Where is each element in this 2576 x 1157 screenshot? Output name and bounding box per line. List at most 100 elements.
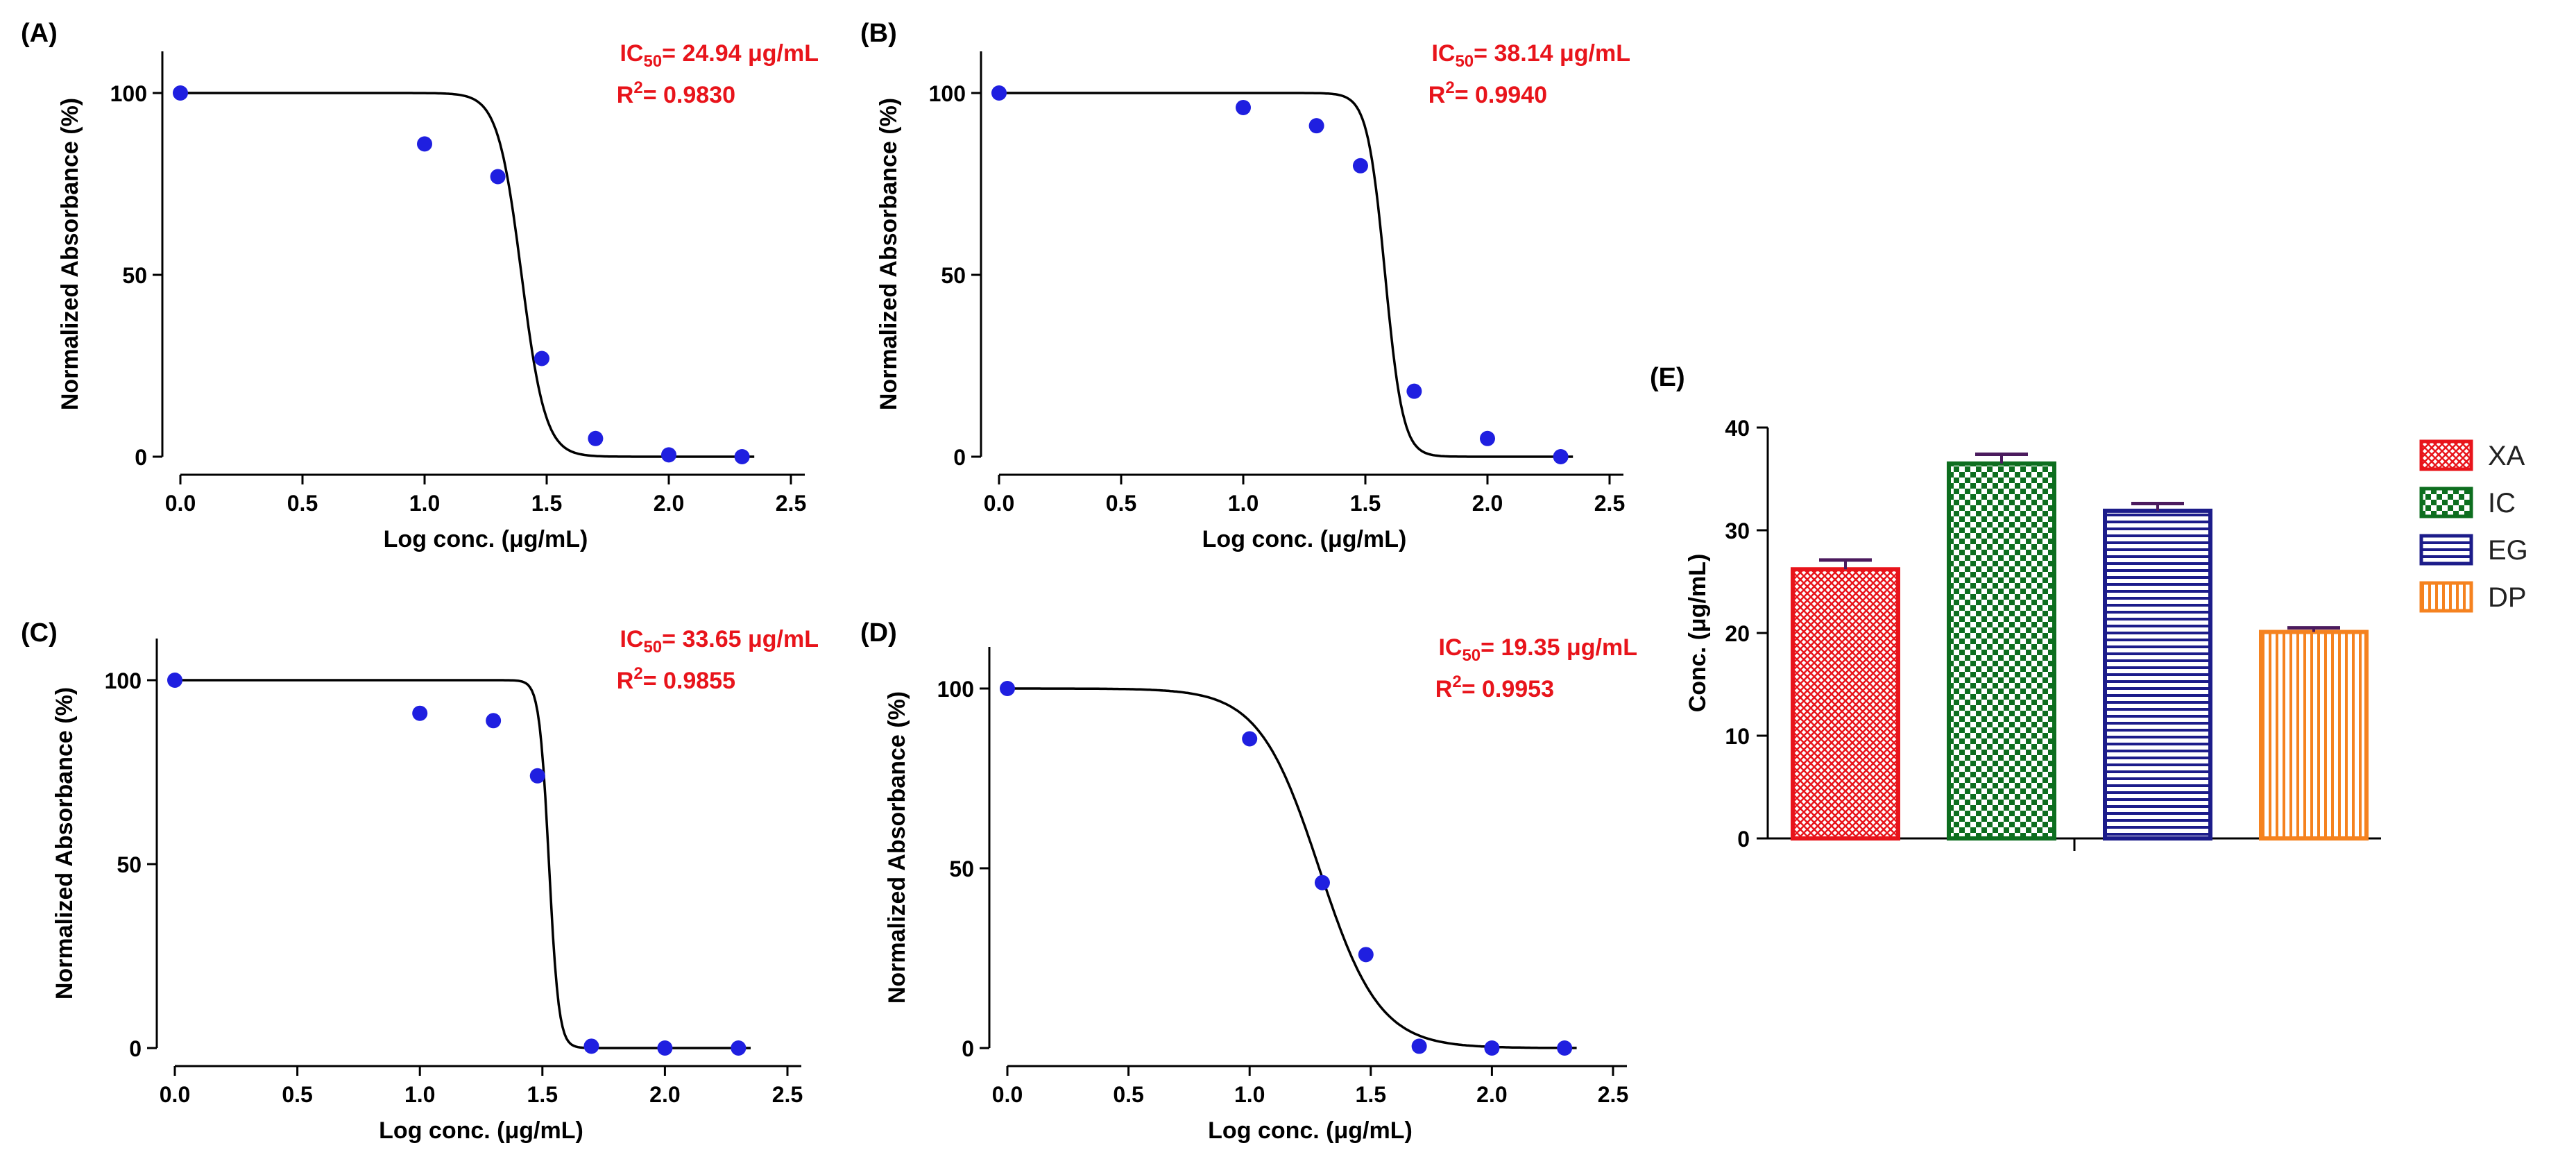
r2-prefix: R: [617, 668, 634, 694]
r2-prefix: R: [617, 82, 634, 108]
y-tick-label: 0: [129, 1036, 142, 1061]
x-tick-label: 1.0: [1228, 491, 1259, 516]
panel-label: (B): [860, 19, 897, 48]
r2-annotation: R2= 0.9953: [1435, 673, 1554, 702]
x-tick-label: 2.5: [1594, 491, 1625, 516]
legend-label-xa: XA: [2488, 441, 2525, 471]
y-tick-label: 100: [929, 81, 966, 106]
r2-value: = 0.9830: [643, 82, 735, 108]
data-point: [1308, 118, 1324, 134]
data-point: [486, 713, 502, 729]
data-point: [1553, 449, 1569, 464]
legend-swatch-ic: [2419, 487, 2473, 518]
y-tick-label: 0: [962, 1036, 974, 1061]
data-point: [1480, 430, 1495, 446]
data-point: [588, 430, 604, 446]
data-point: [412, 705, 428, 721]
ic50-value: = 38.14 μg/mL: [1474, 40, 1630, 67]
y-tick-label: 0: [953, 445, 966, 470]
ic50-subscript: 50: [643, 52, 662, 71]
ic50-value: = 33.65 μg/mL: [662, 626, 819, 652]
ic50-value: = 19.35 μg/mL: [1481, 634, 1637, 661]
panel-e: (E) 0 10 20 30 40 Conc. (μg/mL) XA IC EG DP: [1650, 363, 2528, 852]
y-axis-label: Normalized Absorbance (%): [884, 691, 910, 1004]
ic50-subscript: 50: [1462, 646, 1481, 665]
data-point: [1000, 681, 1015, 696]
data-point: [1557, 1040, 1573, 1056]
panel-a: (A) 0.0 0.5 1.0 1.5 2.0 2.5 0 50 100 Log conc. (μg…: [21, 19, 819, 552]
x-tick-label: 2.0: [649, 1082, 680, 1107]
x-axis-label: Log conc. (μg/mL): [1208, 1117, 1413, 1144]
data-point: [534, 351, 549, 366]
x-tick-label: 1.5: [531, 491, 562, 516]
x-tick-label: 2.5: [772, 1082, 803, 1107]
x-tick-label: 1.0: [404, 1082, 435, 1107]
data-point: [657, 1040, 673, 1056]
x-tick-label: 0.0: [984, 491, 1014, 516]
x-tick-label: 0.5: [287, 491, 318, 516]
x-tick-label: 0.5: [282, 1082, 312, 1107]
r2-annotation: R2= 0.9830: [617, 78, 735, 108]
legend-label-eg: EG: [2488, 535, 2528, 566]
y-tick-label: 100: [937, 677, 974, 702]
y-tick-label: 0: [1737, 827, 1750, 852]
fit-curve: [175, 679, 751, 1049]
x-tick-label: 1.0: [409, 491, 440, 516]
y-tick-label: 50: [949, 856, 974, 881]
r2-superscript: 2: [633, 78, 642, 97]
data-point: [1411, 1038, 1427, 1054]
r2-prefix: R: [1428, 82, 1446, 108]
y-tick-label: 10: [1725, 724, 1750, 749]
ic50-value: = 24.94 μg/mL: [662, 40, 819, 67]
fit-curve: [999, 92, 1573, 458]
ic50-prefix: IC: [1431, 40, 1455, 67]
r2-value: = 0.9855: [643, 668, 735, 694]
r2-superscript: 2: [633, 664, 642, 683]
y-axis-label: Conc. (μg/mL): [1684, 554, 1711, 713]
r2-superscript: 2: [1445, 78, 1454, 97]
panel-label: (E): [1650, 363, 1685, 392]
panel-d: (D) 0.0 0.5 1.0 1.5 2.0 2.5 0 50 100 Log conc. (μg…: [860, 618, 1637, 1144]
panel-label: (D): [860, 618, 897, 648]
data-point: [734, 449, 750, 464]
legend-swatch-eg: [2419, 534, 2473, 566]
ic50-prefix: IC: [620, 40, 643, 67]
ic50-annotation: IC50= 38.14 μg/mL: [1431, 40, 1630, 71]
x-tick-label: 2.0: [1476, 1082, 1507, 1107]
data-point: [583, 1038, 599, 1054]
data-point: [1236, 99, 1251, 115]
panel-c: (C) 0.0 0.5 1.0 1.5 2.0 2.5 0 50 100 Log conc. (μg…: [21, 618, 819, 1144]
ic50-prefix: IC: [1438, 634, 1462, 661]
y-tick-label: 30: [1725, 518, 1750, 543]
r2-value: = 0.9940: [1455, 82, 1547, 108]
data-point: [490, 169, 506, 185]
fit-curve: [1007, 687, 1577, 1049]
y-tick-label: 100: [110, 81, 147, 106]
data-point: [1484, 1040, 1500, 1056]
y-axis-label: Normalized Absorbance (%): [57, 98, 83, 410]
r2-value: = 0.9953: [1462, 676, 1554, 702]
data-point: [661, 447, 676, 463]
data-point: [1352, 158, 1368, 174]
data-point: [417, 136, 432, 152]
data-point: [731, 1040, 747, 1056]
panel-label: (C): [21, 618, 58, 648]
bar-ic: [1947, 461, 2056, 841]
fit-curve: [180, 92, 755, 458]
data-point: [991, 85, 1007, 101]
r2-annotation: R2= 0.9940: [1428, 78, 1547, 108]
x-tick-label: 2.5: [1598, 1082, 1628, 1107]
r2-superscript: 2: [1452, 673, 1461, 691]
x-tick-label: 2.0: [654, 491, 684, 516]
bar-dp: [2259, 630, 2369, 841]
data-point: [529, 768, 545, 784]
x-tick-label: 1.0: [1234, 1082, 1265, 1107]
data-point: [1406, 383, 1422, 399]
ic50-annotation: IC50= 19.35 μg/mL: [1438, 634, 1637, 665]
data-point: [1358, 947, 1374, 963]
legend-swatch-xa: [2419, 439, 2473, 471]
bar-eg: [2103, 508, 2212, 841]
y-axis-label: Normalized Absorbance (%): [51, 687, 78, 999]
x-tick-label: 1.5: [1350, 491, 1381, 516]
